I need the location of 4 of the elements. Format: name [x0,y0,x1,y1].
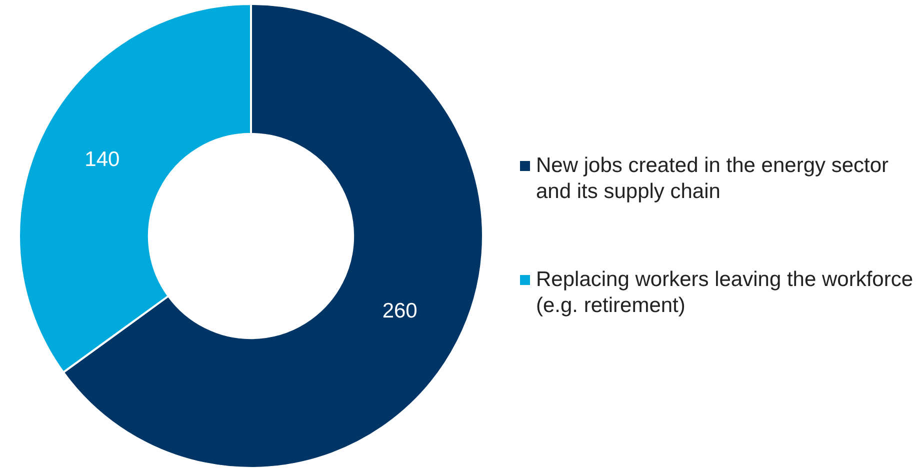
data-label: 140 [84,148,120,171]
legend-label: Replacing workers leaving the workforce (e.g. retirement) [536,267,914,320]
legend-label: New jobs created in the energy sector and its supply chain [536,152,890,205]
data-label: 260 [382,300,418,323]
